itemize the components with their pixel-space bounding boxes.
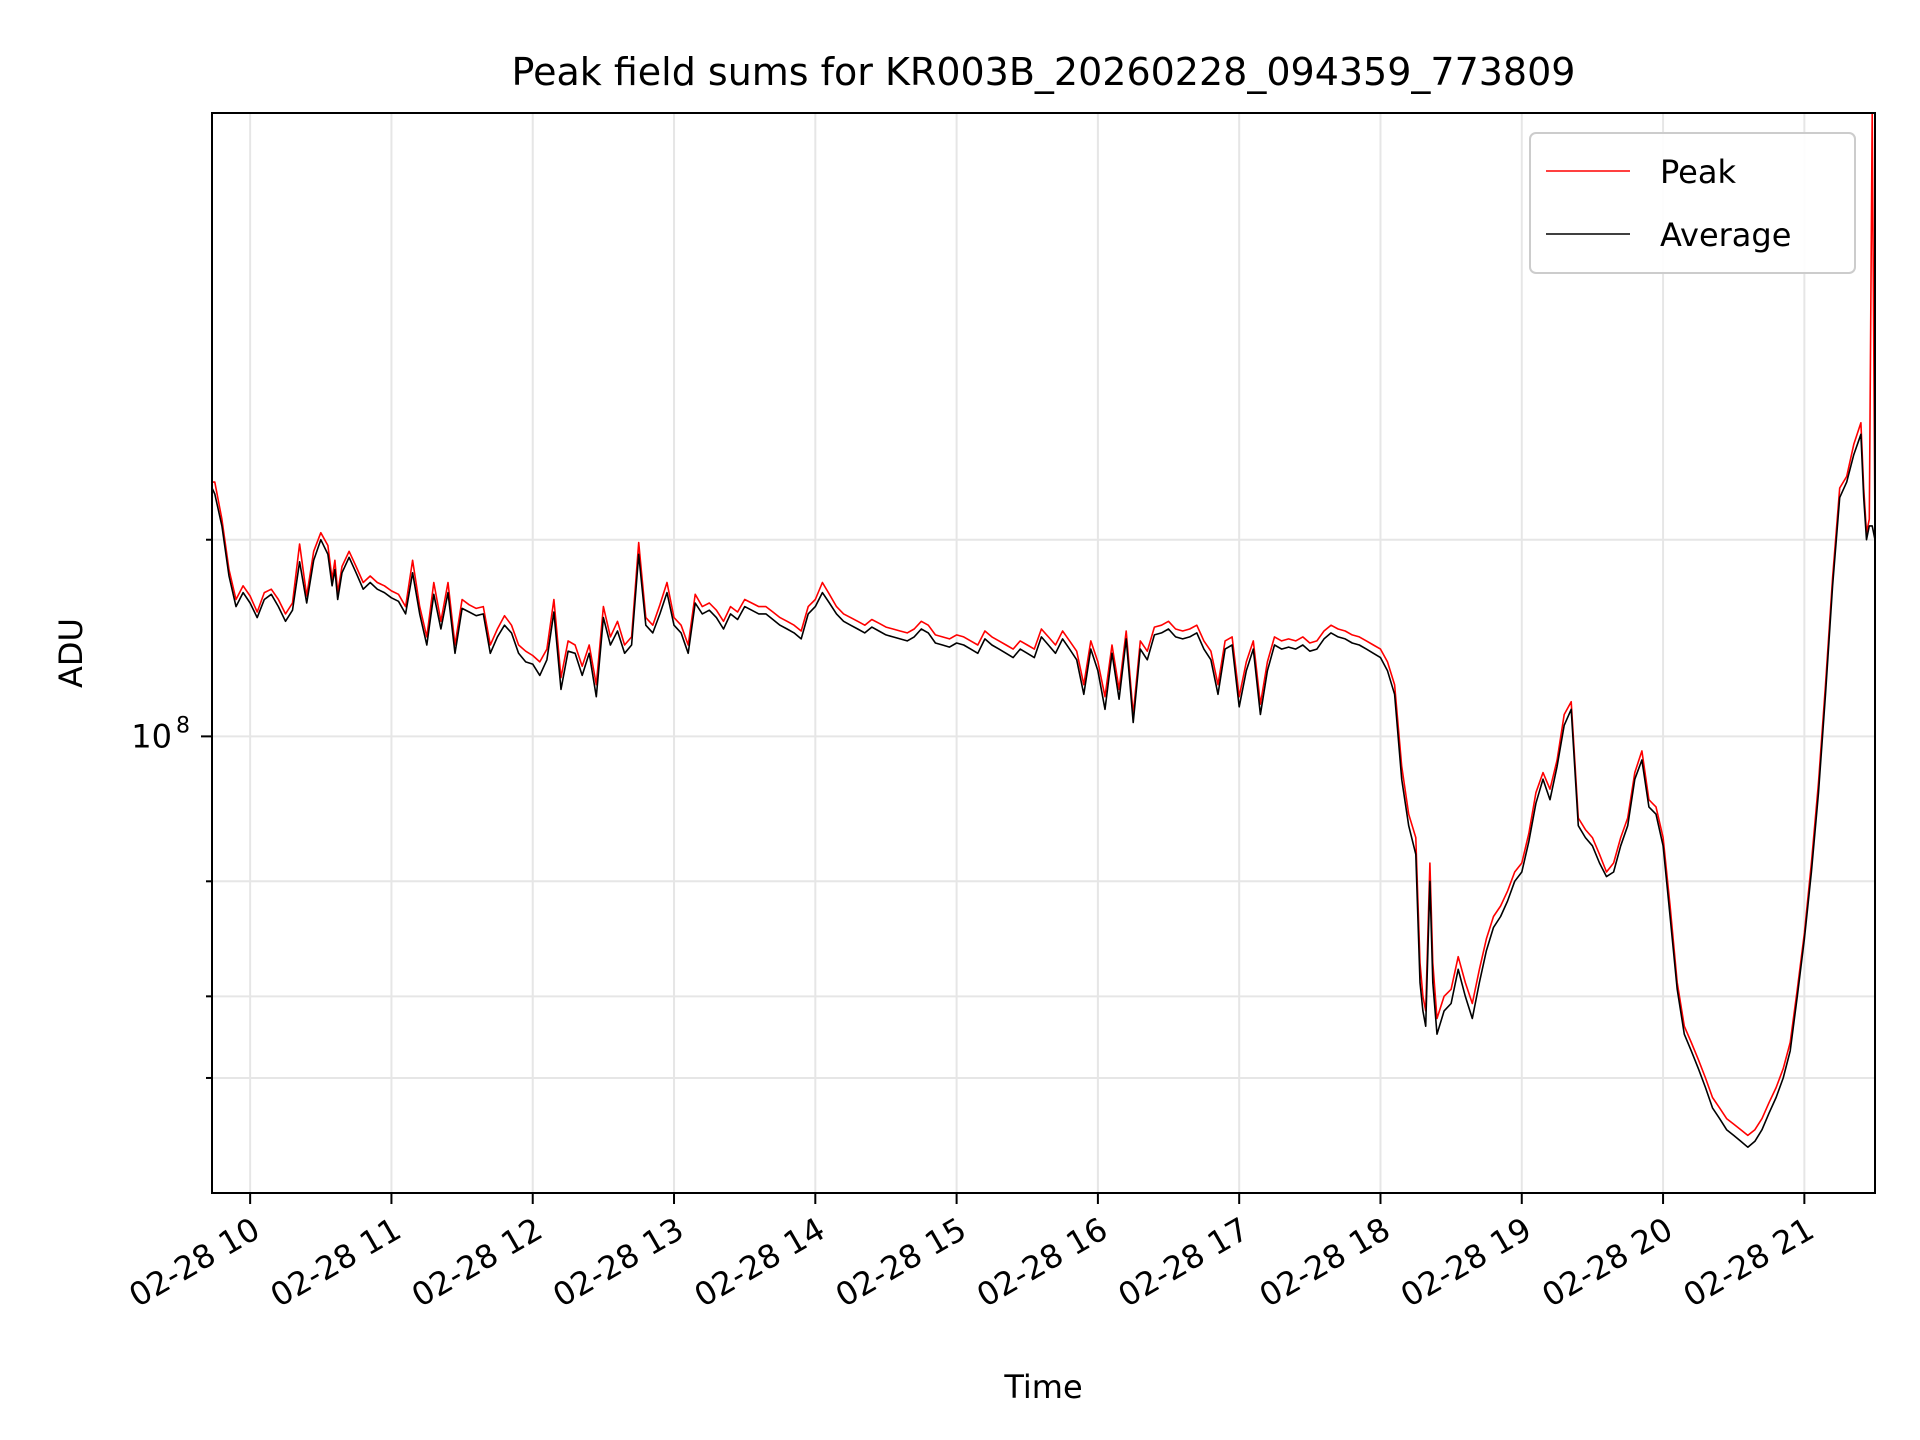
- legend: Peak Average: [1529, 132, 1856, 274]
- legend-box: [1529, 132, 1856, 274]
- series-lines: [212, 113, 1875, 1148]
- legend-label-average: Average: [1660, 216, 1791, 254]
- series-line-peak: [212, 113, 1875, 1137]
- series-line-average: [212, 433, 1875, 1148]
- legend-label-peak: Peak: [1660, 153, 1736, 191]
- chart-title: Peak field sums for KR003B_20260228_0943…: [512, 50, 1576, 94]
- grid: [212, 113, 1875, 1193]
- plot-frame: [211, 112, 1876, 1194]
- y-axis-label: ADU: [52, 618, 90, 688]
- y-tick-label: 10: [131, 717, 172, 755]
- x-axis-label: Time: [1003, 1368, 1082, 1406]
- y-tick-label-exponent: 8: [176, 713, 190, 738]
